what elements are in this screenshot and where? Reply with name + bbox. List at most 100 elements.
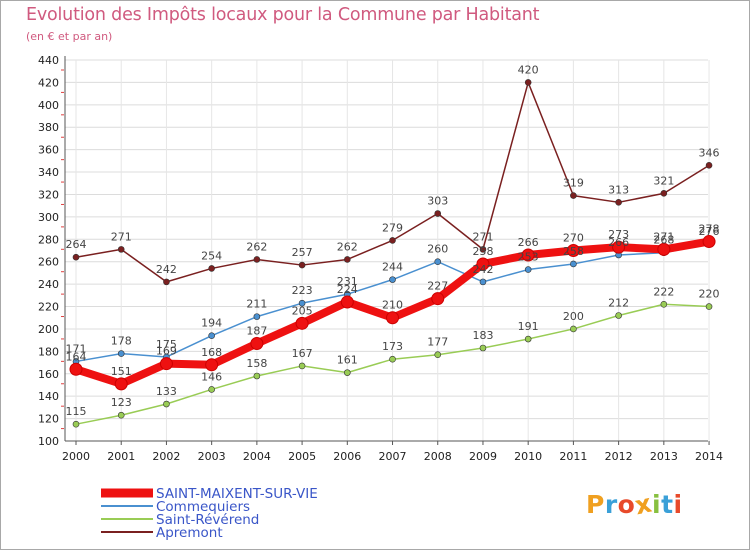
data-point: [253, 313, 261, 320]
x-tick-label: 2004: [243, 450, 271, 463]
data-label: 268: [653, 234, 674, 247]
data-point: [570, 192, 577, 199]
data-label: 173: [382, 340, 403, 353]
data-point: [117, 411, 125, 419]
y-tick-label: 260: [38, 256, 59, 269]
data-label: 211: [246, 298, 267, 311]
data-label: 187: [246, 325, 267, 338]
data-label: 271: [653, 230, 674, 243]
data-point: [389, 276, 396, 283]
legend-label: Saint-Révérend: [156, 512, 259, 528]
y-tick-label: 240: [38, 278, 59, 291]
x-tick-label: 2013: [650, 450, 678, 463]
data-label: 161: [337, 354, 358, 367]
data-point: [434, 210, 442, 217]
data-point: [114, 377, 128, 391]
data-label: 175: [156, 338, 177, 351]
x-tick-label: 2010: [514, 450, 542, 463]
data-point: [660, 190, 668, 197]
x-tick-label: 2007: [379, 450, 407, 463]
data-point: [524, 266, 532, 273]
data-label: 151: [111, 365, 132, 378]
data-label: 183: [472, 329, 493, 342]
data-label: 262: [246, 240, 267, 253]
data-point: [434, 258, 442, 266]
x-tick-label: 2011: [559, 450, 587, 463]
proxiti-logo: Proxiti: [586, 488, 683, 521]
data-point: [72, 253, 80, 261]
data-point: [389, 237, 396, 244]
y-tick-label: 200: [38, 323, 59, 336]
data-point: [295, 316, 309, 330]
data-label: 146: [201, 370, 222, 383]
data-labels: 115 123 133 146 158 167 161 173 177 183 191 200 212 2…: [66, 285, 720, 418]
x-tick-label: 2003: [198, 450, 226, 463]
data-point: [340, 295, 354, 309]
data-label: 133: [156, 385, 177, 398]
data-point: [163, 400, 170, 408]
data-point: [159, 357, 173, 371]
data-point: [431, 292, 445, 306]
data-point: [69, 362, 83, 376]
data-label: 171: [66, 342, 87, 355]
data-label: 242: [156, 263, 177, 276]
data-point: [570, 260, 577, 268]
data-point: [657, 242, 671, 256]
data-point: [615, 199, 622, 206]
data-label: 123: [111, 396, 132, 409]
y-tick-label: 280: [38, 233, 59, 246]
x-tick-label: 2014: [695, 450, 723, 463]
chart-title: Evolution des Impôts locaux pour la Comm…: [26, 5, 540, 25]
y-tick-label: 160: [38, 368, 59, 381]
data-label: 262: [337, 240, 358, 253]
x-tick-label: 2001: [107, 450, 135, 463]
data-label: 168: [201, 346, 222, 359]
data-label: 227: [427, 280, 448, 293]
data-label: 231: [337, 275, 358, 288]
data-label: 244: [382, 261, 403, 274]
x-tick-label: 2012: [605, 450, 633, 463]
data-point: [298, 299, 306, 307]
data-point: [434, 351, 442, 359]
data-label: 224: [337, 283, 358, 296]
data-label: 271: [472, 230, 493, 243]
y-tick-label: 220: [38, 301, 59, 314]
data-point: [253, 256, 261, 263]
data-label: 169: [156, 345, 177, 358]
data-labels: 264 271 242 254 262 257 262 279 303 271 420 319 313 3…: [66, 63, 720, 275]
data-point: [705, 303, 713, 310]
data-point: [117, 246, 125, 253]
data-label: 257: [292, 246, 313, 259]
series-saint-r-v-rend: [72, 300, 713, 428]
legend-label: Apremont: [156, 525, 223, 541]
data-point: [117, 350, 125, 357]
data-label: 258: [472, 245, 493, 258]
data-point: [205, 358, 219, 372]
data-point: [298, 261, 306, 269]
data-label: 223: [292, 284, 313, 297]
data-label: 276: [699, 225, 720, 238]
y-tick-label: 440: [38, 54, 59, 67]
data-point: [705, 162, 713, 169]
data-label: 321: [653, 174, 674, 187]
data-label: 273: [608, 228, 629, 241]
y-tick-label: 100: [38, 435, 59, 448]
data-point: [72, 420, 80, 428]
data-label: 278: [699, 223, 720, 236]
data-label: 178: [111, 335, 132, 348]
data-label: 253: [518, 251, 539, 264]
data-point: [566, 244, 580, 257]
series-apremont: [72, 79, 713, 286]
x-tick-label: 2002: [152, 450, 180, 463]
data-label: 319: [563, 177, 584, 190]
data-label: 222: [653, 285, 674, 298]
data-point: [386, 311, 400, 325]
data-point: [479, 344, 487, 352]
data-label: 266: [608, 236, 629, 249]
x-tick-label: 2009: [469, 450, 497, 463]
y-tick-label: 360: [38, 144, 59, 157]
